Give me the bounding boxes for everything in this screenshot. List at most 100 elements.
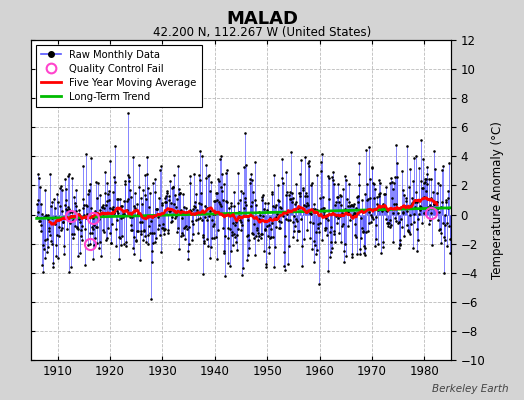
Point [302,190,310,196]
Point [233,246,242,253]
Point [195,172,203,178]
Point [95,216,103,222]
Point [370,186,379,192]
Point [134,210,142,217]
Point [35,218,43,225]
Point [443,194,452,201]
Point [354,193,362,200]
Point [107,221,116,228]
Point [77,233,85,239]
Point [422,188,430,194]
Point [154,214,162,220]
Point [239,189,247,196]
Point [147,218,155,224]
Point [181,224,189,230]
Point [209,211,217,218]
Point [420,210,428,217]
Point [377,206,385,212]
Point [301,192,310,199]
Point [227,200,236,206]
Point [419,180,428,186]
Point [52,253,60,259]
Point [218,170,226,177]
Point [181,236,189,242]
Point [368,214,376,220]
Point [219,197,227,204]
Point [328,239,336,245]
Point [156,167,164,174]
Point [46,171,54,177]
Point [259,192,268,198]
Point [143,154,151,160]
Point [39,246,48,253]
Point [386,217,395,224]
Point [69,234,78,241]
Point [94,180,103,186]
Point [388,179,396,185]
Point [54,215,63,222]
Point [440,212,449,218]
Point [246,176,254,183]
Point [252,202,260,208]
Point [309,206,317,213]
Point [67,263,75,270]
Point [382,184,390,191]
Point [232,239,241,246]
Point [238,272,247,278]
Point [211,210,219,217]
Point [191,199,200,206]
Point [336,202,345,208]
Point [40,214,48,220]
Point [224,260,232,266]
Point [228,232,236,238]
Point [299,185,307,192]
Point [383,208,391,214]
Point [439,163,447,170]
Point [385,180,394,186]
Point [308,180,316,186]
Point [336,213,344,219]
Point [236,188,245,194]
Point [86,181,94,188]
Point [423,164,431,170]
Point [86,205,95,211]
Point [288,199,297,205]
Point [136,230,145,237]
Point [315,220,324,227]
Point [189,220,197,227]
Point [167,218,175,225]
Point [197,201,205,208]
Point [114,210,123,216]
Point [298,243,306,250]
Point [52,232,61,238]
Point [215,201,224,208]
Point [83,211,92,218]
Point [261,200,269,206]
Point [243,233,251,239]
Point [339,221,347,228]
Point [155,222,163,228]
Point [276,225,284,231]
Point [374,241,382,247]
Point [282,192,291,198]
Point [341,241,349,247]
Point [194,215,202,222]
Point [406,230,414,237]
Point [278,156,286,162]
Point [340,248,348,254]
Point [297,157,305,164]
Point [411,204,419,210]
Point [300,202,308,208]
Point [199,232,208,238]
Point [362,228,370,235]
Point [101,190,110,196]
Point [242,162,250,168]
Point [329,169,337,175]
Point [180,225,188,231]
Point [57,227,66,233]
Point [72,208,80,214]
Point [427,209,435,216]
Point [72,187,81,194]
Point [411,198,420,205]
Point [171,204,180,210]
